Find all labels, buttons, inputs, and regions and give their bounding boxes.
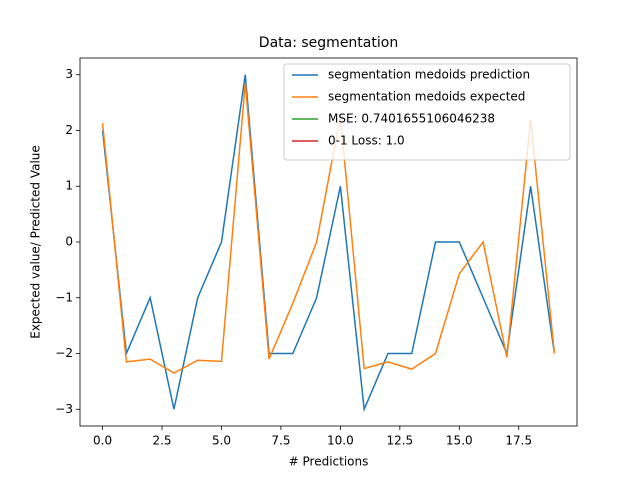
chart-title: Data: segmentation bbox=[259, 35, 398, 51]
x-tick-label: 15.0 bbox=[446, 434, 473, 448]
x-tick-label: 10.0 bbox=[327, 434, 354, 448]
x-axis-label: # Predictions bbox=[289, 455, 369, 469]
y-tick-label: −3 bbox=[55, 402, 73, 416]
y-tick-label: 1 bbox=[65, 179, 73, 193]
y-axis-label: Expected value/ Predicted Value bbox=[29, 145, 43, 339]
x-tick-label: 12.5 bbox=[386, 434, 413, 448]
legend-label: segmentation medoids prediction bbox=[328, 68, 530, 82]
axes-frame bbox=[79, 57, 578, 427]
x-tick-label: 7.5 bbox=[271, 434, 290, 448]
legend-label: 0-1 Loss: 1.0 bbox=[328, 134, 405, 148]
series-line bbox=[101, 74, 556, 413]
y-tick-label: −1 bbox=[55, 290, 73, 304]
y-tick-label: 2 bbox=[65, 123, 73, 137]
x-tick-label: 2.5 bbox=[152, 434, 171, 448]
y-tick-label: 0 bbox=[65, 235, 73, 249]
series-line bbox=[101, 83, 556, 374]
legend-label: segmentation medoids expected bbox=[328, 90, 525, 104]
y-tick-label: −2 bbox=[55, 346, 73, 360]
legend-label: MSE: 0.7401655106046238 bbox=[328, 112, 495, 126]
y-tick-label: 3 bbox=[65, 67, 73, 81]
x-tick-label: 17.5 bbox=[505, 434, 532, 448]
legend-box bbox=[283, 63, 571, 161]
x-tick-label: 5.0 bbox=[212, 434, 231, 448]
x-tick-label: 0.0 bbox=[93, 434, 112, 448]
